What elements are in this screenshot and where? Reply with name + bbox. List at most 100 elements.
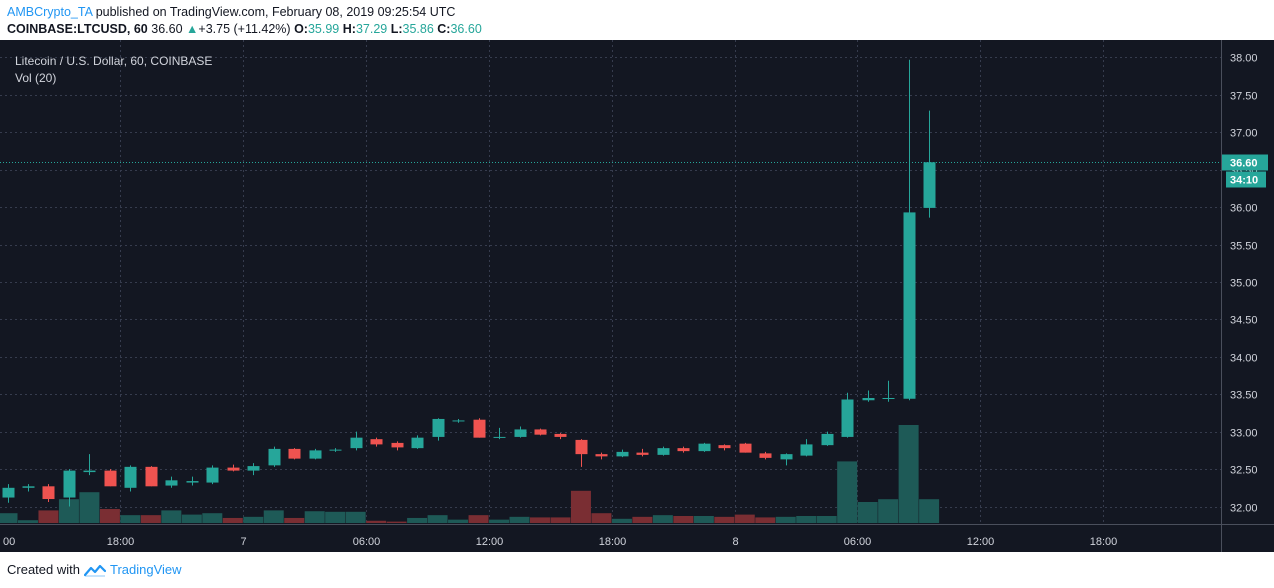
candle — [2, 484, 15, 503]
candle-body — [411, 437, 424, 449]
chart-title: Litecoin / U.S. Dollar, 60, COINBASE — [15, 54, 212, 68]
symbol-label: COINBASE:LTCUSD, 60 — [7, 22, 148, 36]
tradingview-brand-link[interactable]: TradingView — [109, 562, 182, 577]
volume-bar — [878, 499, 899, 523]
candle-body — [309, 450, 322, 459]
candle — [616, 449, 629, 458]
candle — [759, 451, 772, 460]
candle-body — [247, 466, 260, 471]
time-tick-label: 06:00 — [353, 536, 381, 548]
candle-body — [83, 470, 96, 473]
time-tick-label: 12:00 — [476, 536, 504, 548]
candle-body — [534, 429, 547, 435]
candle-body — [329, 449, 342, 451]
last-price-tag-bg — [1222, 154, 1268, 171]
candle — [575, 439, 588, 467]
candle-body — [882, 398, 895, 399]
candle-body — [370, 439, 383, 445]
candle-body — [186, 481, 199, 483]
candle-body — [739, 443, 752, 453]
candle — [677, 446, 690, 453]
candle — [309, 448, 322, 460]
price-tick-label: 33.50 — [1230, 390, 1258, 402]
price-tick-label: 34.00 — [1230, 353, 1258, 365]
candle-body — [595, 454, 608, 457]
candle — [268, 446, 281, 467]
candle — [22, 484, 35, 492]
candle-body — [104, 470, 117, 487]
candle — [923, 110, 936, 218]
volume-bar — [284, 517, 305, 523]
candle — [493, 427, 506, 440]
volume-bar — [734, 514, 755, 523]
candle-body — [124, 466, 137, 488]
volume-bar — [161, 510, 182, 523]
candle-body — [841, 399, 854, 437]
candle — [718, 444, 731, 451]
candle-body — [2, 487, 15, 498]
candle — [432, 418, 445, 441]
volume-bar — [632, 516, 653, 523]
candle-body — [493, 436, 506, 438]
volume-bar — [775, 516, 796, 523]
created-with-text: Created with — [7, 562, 80, 577]
volume-bar — [673, 516, 694, 523]
author-link[interactable]: AMBCrypto_TA — [7, 5, 93, 19]
candle — [104, 469, 117, 487]
time-tick-label: 8 — [732, 536, 738, 548]
change-arrow-icon: ▲ — [186, 22, 199, 36]
candle — [882, 380, 895, 402]
candle — [391, 441, 404, 451]
time-tick-label: 18:00 — [599, 536, 627, 548]
candle-body — [391, 442, 404, 448]
time-tick-label: 12:00 — [967, 536, 995, 548]
volume-bar — [919, 499, 940, 523]
candle — [227, 464, 240, 472]
candle-body — [616, 451, 629, 457]
volume-bar — [58, 499, 79, 523]
volume-bar — [79, 492, 100, 523]
volume-bar — [222, 517, 243, 523]
time-axis[interactable]: 00 18:00 7 06:00 12:00 18:00 8 06:00 12:00 18:00 — [3, 536, 1117, 548]
volume-bar — [591, 513, 612, 523]
countdown-tag-label: 34:10 — [1230, 175, 1258, 187]
last-price-tag: 36.60 34:10 — [1222, 154, 1268, 188]
volume-bar — [243, 516, 264, 523]
countdown-tag-bg — [1226, 171, 1266, 188]
price-tick-label: 37.50 — [1230, 91, 1258, 103]
time-tick-label: 00 — [3, 536, 15, 548]
volume-bar — [181, 514, 202, 523]
time-tick-label: 06:00 — [844, 536, 872, 548]
candle — [534, 428, 547, 436]
time-tick-label: 7 — [240, 536, 246, 548]
publish-text: published on TradingView.com, February 0… — [95, 5, 456, 19]
price-axis[interactable]: 32.00 32.50 33.00 33.50 34.00 34.50 35.00 35.50… — [1230, 53, 1258, 515]
price-tick-label: 34.50 — [1230, 315, 1258, 327]
last-price: 36.60 — [151, 22, 183, 36]
candles — [2, 59, 936, 507]
price-tick-label: 37.00 — [1230, 128, 1258, 140]
candle — [903, 59, 916, 401]
candle-body — [268, 448, 281, 466]
candle-body — [862, 398, 875, 401]
candle-body — [759, 453, 772, 458]
candle-body — [698, 443, 711, 452]
volume-bar — [652, 515, 673, 523]
chart-background — [0, 40, 1274, 552]
candle — [636, 448, 649, 457]
volume-bar — [898, 425, 919, 523]
volume-bar — [509, 516, 530, 523]
volume-bar — [816, 516, 837, 523]
candle — [42, 484, 55, 503]
volume-bars — [0, 425, 940, 523]
price-tick-label: 36.00 — [1230, 203, 1258, 215]
volume-bar — [796, 516, 817, 523]
ticker-line: COINBASE:LTCUSD, 60 36.60 ▲+3.75 (+11.42… — [7, 22, 482, 36]
candle-body — [206, 467, 219, 483]
volume-bar — [570, 490, 591, 523]
candle — [698, 442, 711, 452]
volume-bar — [693, 516, 714, 523]
price-chart[interactable]: 32.00 32.50 33.00 33.50 34.00 34.50 35.00 35.50… — [0, 40, 1274, 552]
volume-bar — [550, 517, 571, 523]
candle-body — [677, 448, 690, 452]
